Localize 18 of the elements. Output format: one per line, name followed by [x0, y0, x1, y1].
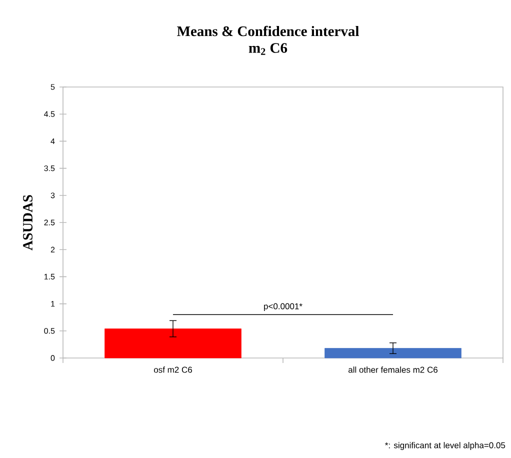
y-tick-label: 4	[50, 138, 55, 144]
y-tick-label: 1.5	[44, 274, 55, 280]
y-tick-label: 4.5	[44, 111, 55, 117]
y-tick-label: 0.5	[44, 328, 55, 334]
y-tick-label: 3	[50, 192, 55, 198]
y-tick-label: 0	[50, 355, 55, 361]
text: *: significant at level alpha=0.05	[385, 442, 506, 450]
x-tick-label: osf m2 C6	[154, 366, 192, 373]
x-tick-label: all other females m2 C6	[348, 366, 438, 373]
chart-title: Means & Confidence interval	[177, 26, 359, 36]
y-tick-label: 2	[50, 246, 55, 252]
y-tick-label: 1	[51, 301, 55, 307]
annotation: p<0.0001*	[264, 303, 302, 311]
y-tick-label: 5	[50, 84, 55, 90]
y-tick-label: 2.5	[44, 220, 55, 226]
y-tick-label: 3.5	[44, 165, 55, 172]
y-axis-title: ASUDAS	[23, 195, 33, 250]
chart-subtitle: m$_{2}$ C6	[248, 43, 288, 55]
